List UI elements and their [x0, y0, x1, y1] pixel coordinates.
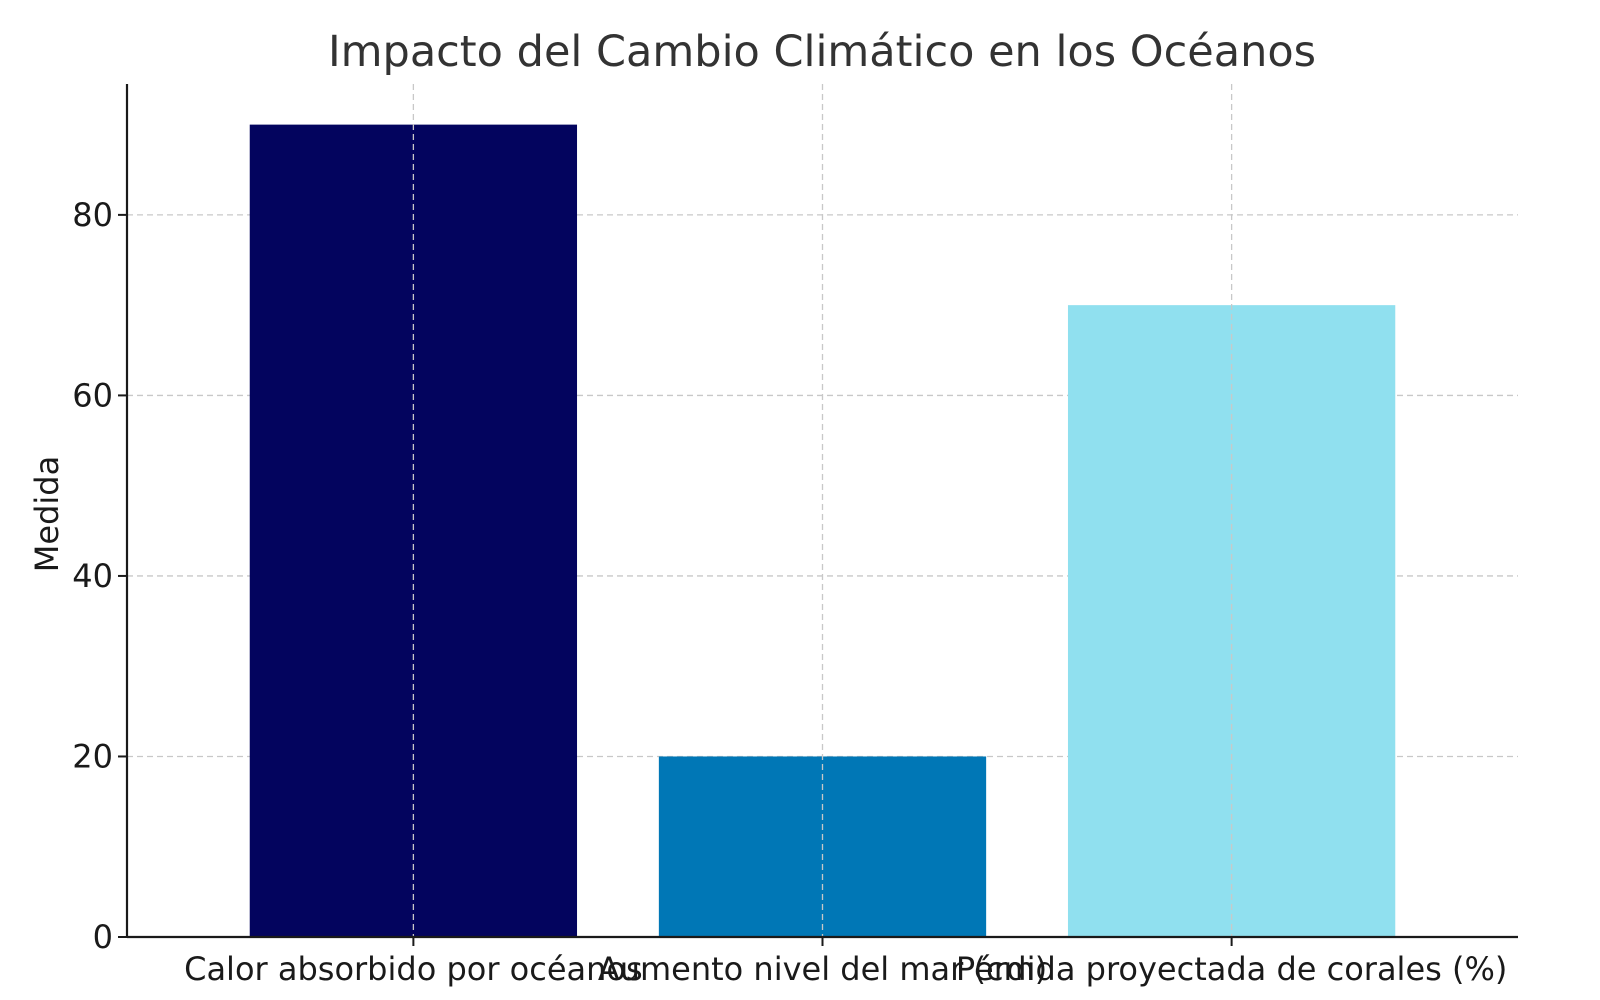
- x-tick-label: Pérdida proyectada de corales (%): [956, 950, 1507, 988]
- bar: [249, 124, 578, 938]
- y-tick-label: 60: [72, 376, 113, 414]
- y-axis-label: Medida: [28, 456, 66, 572]
- x-tick-label: Aumento nivel del mar (cm): [598, 950, 1047, 988]
- bar: [1067, 305, 1396, 937]
- y-tick-label: 0: [93, 918, 113, 956]
- y-tick-label: 80: [72, 196, 113, 234]
- label-layer: 0 20 40 60 80 Calor absorbido por océanosAume…: [72, 196, 1507, 988]
- x-tick-label: Calor absorbido por océanos: [184, 950, 643, 988]
- chart-title: Impacto del Cambio Climático en los Océa…: [328, 27, 1316, 77]
- axis-layer: [118, 84, 1518, 946]
- vertical-grid-layer: [412, 84, 1233, 937]
- y-tick-label: 20: [72, 737, 113, 775]
- y-tick-label: 40: [72, 557, 113, 595]
- bar-layer: [249, 124, 1396, 938]
